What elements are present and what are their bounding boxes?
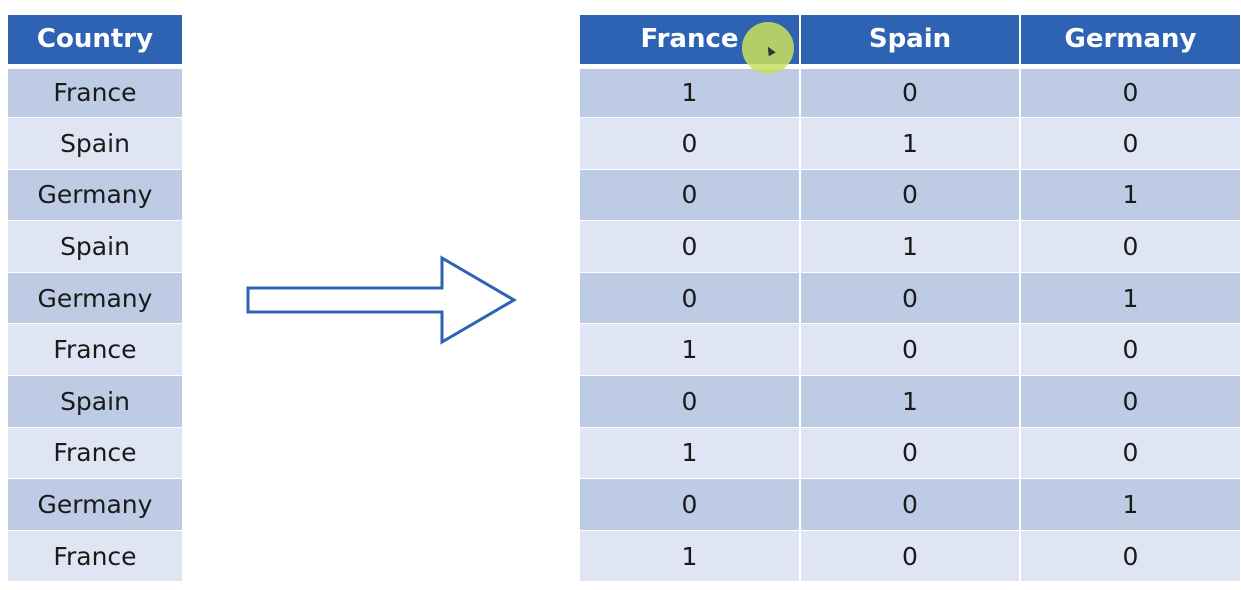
country-cell: France <box>8 323 182 377</box>
cell-france: 1 <box>580 530 801 583</box>
cell-spain: 1 <box>800 375 1021 428</box>
cell-spain: 0 <box>800 272 1021 325</box>
table-row: France <box>8 66 182 119</box>
cell-germany: 1 <box>1020 478 1240 531</box>
table-row: 1 0 0 <box>580 530 1240 583</box>
country-cell: Germany <box>8 169 182 222</box>
table-row: 0 0 1 <box>580 272 1240 325</box>
cell-spain: 0 <box>800 169 1021 222</box>
cell-germany: 0 <box>1020 220 1240 273</box>
country-cell: France <box>8 66 182 119</box>
one-hot-table: France Spain Germany 1 0 0 0 1 0 0 0 1 <box>580 15 1240 583</box>
country-header: Country <box>8 15 182 69</box>
cell-france: 0 <box>580 169 801 222</box>
table-row: 0 1 0 <box>580 117 1240 170</box>
table-row: 1 0 0 <box>580 66 1240 119</box>
table-row: 0 0 1 <box>580 169 1240 222</box>
cell-france: 0 <box>580 375 801 428</box>
country-cell: Spain <box>8 220 182 273</box>
cell-germany: 0 <box>1020 66 1240 119</box>
cell-france: 0 <box>580 272 801 325</box>
table-row: 0 1 0 <box>580 375 1240 428</box>
table-row: Spain <box>8 117 182 170</box>
cell-spain: 0 <box>800 478 1021 531</box>
cell-spain: 1 <box>800 117 1021 170</box>
cell-france: 1 <box>580 323 801 377</box>
cell-germany: 1 <box>1020 272 1240 325</box>
cell-france: 0 <box>580 220 801 273</box>
country-cell: Germany <box>8 478 182 531</box>
country-table: Country France Spain Germany Spain Germa… <box>8 15 182 583</box>
table-row: Spain <box>8 375 182 428</box>
table-row: 1 0 0 <box>580 323 1240 377</box>
header-germany: Germany <box>1020 15 1240 69</box>
cell-germany: 0 <box>1020 117 1240 170</box>
country-cell: France <box>8 427 182 480</box>
cell-spain: 0 <box>800 530 1021 583</box>
table-row: Germany <box>8 478 182 531</box>
country-cell: Spain <box>8 117 182 170</box>
cell-spain: 1 <box>800 220 1021 273</box>
cell-germany: 0 <box>1020 530 1240 583</box>
cell-spain: 0 <box>800 427 1021 480</box>
cell-germany: 1 <box>1020 169 1240 222</box>
cell-france: 0 <box>580 117 801 170</box>
cursor-highlight <box>742 22 794 74</box>
table-row: France <box>8 323 182 377</box>
country-cell: Germany <box>8 272 182 325</box>
table-row: France <box>8 427 182 480</box>
table-row: Germany <box>8 272 182 325</box>
cell-france: 1 <box>580 427 801 480</box>
cell-france: 1 <box>580 66 801 119</box>
right-arrow-icon <box>246 255 517 345</box>
cell-france: 0 <box>580 478 801 531</box>
header-spain: Spain <box>800 15 1021 69</box>
table-row: Germany <box>8 169 182 222</box>
table-row: 0 1 0 <box>580 220 1240 273</box>
country-cell: Spain <box>8 375 182 428</box>
cell-germany: 0 <box>1020 323 1240 377</box>
cell-germany: 0 <box>1020 427 1240 480</box>
cell-germany: 0 <box>1020 375 1240 428</box>
cell-spain: 0 <box>800 66 1021 119</box>
table-row: Spain <box>8 220 182 273</box>
table-row: 0 0 1 <box>580 478 1240 531</box>
country-cell: France <box>8 530 182 583</box>
table-row: France <box>8 530 182 583</box>
cell-spain: 0 <box>800 323 1021 377</box>
table-row: 1 0 0 <box>580 427 1240 480</box>
